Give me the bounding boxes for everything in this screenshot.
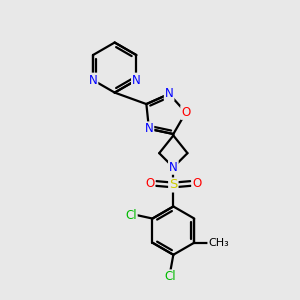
Text: N: N [165,87,173,101]
Text: Cl: Cl [125,208,137,221]
Text: N: N [132,74,141,87]
Text: O: O [145,177,154,190]
Text: N: N [88,74,98,87]
Text: N: N [145,122,153,135]
Text: Cl: Cl [165,270,176,283]
Text: N: N [169,161,178,174]
Text: CH₃: CH₃ [208,238,229,248]
Text: O: O [181,106,190,119]
Text: O: O [192,177,202,190]
Text: S: S [169,178,178,191]
